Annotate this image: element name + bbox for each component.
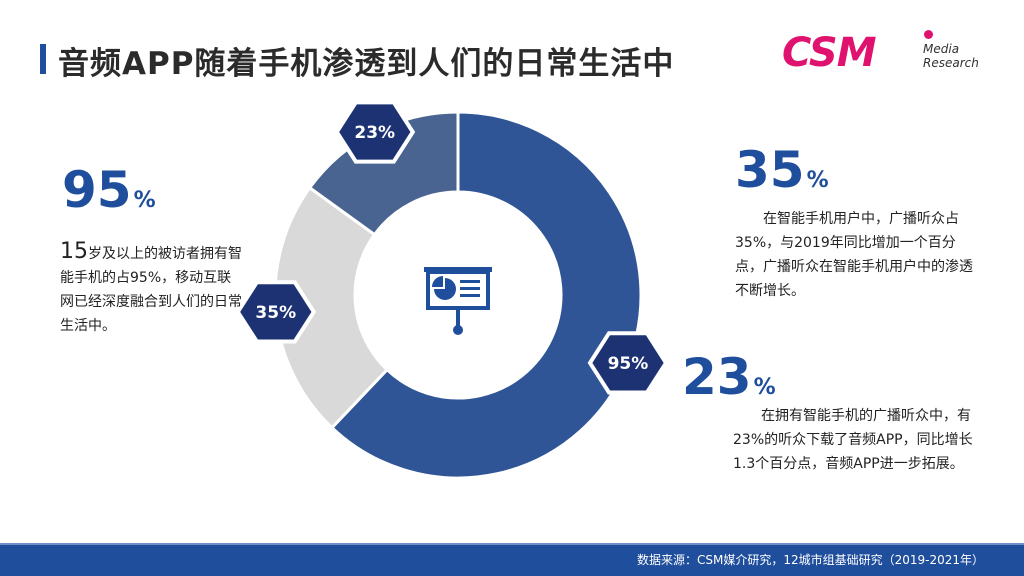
donut-slice-1 [273,185,390,430]
donut-slice-0 [329,110,643,480]
left-stat-unit: % [133,188,156,213]
data-label-0: 95% [608,354,649,374]
right-stat-1-unit: % [806,168,829,193]
logo-sub-line2: Research [923,56,979,70]
hexagon-label-bg-2 [334,100,416,164]
presentation-board-pie-icon [424,267,492,335]
hexagon-label-bg-0 [587,331,669,395]
left-stat-description: 15岁及以上的被访者拥有智能手机的占95%，移动互联网已经深度融合到人们的日常生… [60,240,245,338]
right-stat-1-description: 在智能手机用户中，广播听众占35%，与2019年同比增加一个百分点，广播听众在智… [735,211,973,299]
donut-slice-2 [307,110,460,237]
logo-sub-line1: Media [923,42,960,56]
right-stat-1-value: 35% [735,145,829,206]
left-stat-lead: 15 [60,239,88,264]
csm-logo: CSM Media Research [782,30,992,80]
title-accent-bar [40,44,46,74]
page-title: 音频APP随着手机渗透到人们的日常生活中 [58,46,675,82]
logo-subtext: Media Research [923,42,979,70]
data-label-1: 35% [255,303,296,323]
logo-main-text: CSM [782,30,877,76]
footer-bar: 数据来源：CSM媒介研究，12城市组基础研究（2019-2021年） [0,545,1024,576]
data-label-2: 23% [354,123,395,143]
right-stat-2-description: 在拥有智能手机的广播听众中，有23%的听众下载了音频APP，同比增长1.3个百分… [733,408,973,472]
right-stat-2-number: 23 [682,348,752,406]
right-stat-2-unit: % [753,375,776,400]
left-stat-number: 95 [62,161,132,219]
footer-strip [0,543,1024,545]
left-stat-text: 岁及以上的被访者拥有智能手机的占95%，移动互联网已经深度融合到人们的日常生活中… [60,246,242,334]
right-stat-1-number: 35 [735,141,805,199]
hexagon-label-bg-1 [235,280,317,344]
left-stat-value: 95% [62,165,156,226]
right-stat-2-value: 23% [682,352,776,413]
logo-registered-dot [924,30,933,39]
footer-source: 数据来源：CSM媒介研究，12城市组基础研究（2019-2021年） [636,553,984,567]
